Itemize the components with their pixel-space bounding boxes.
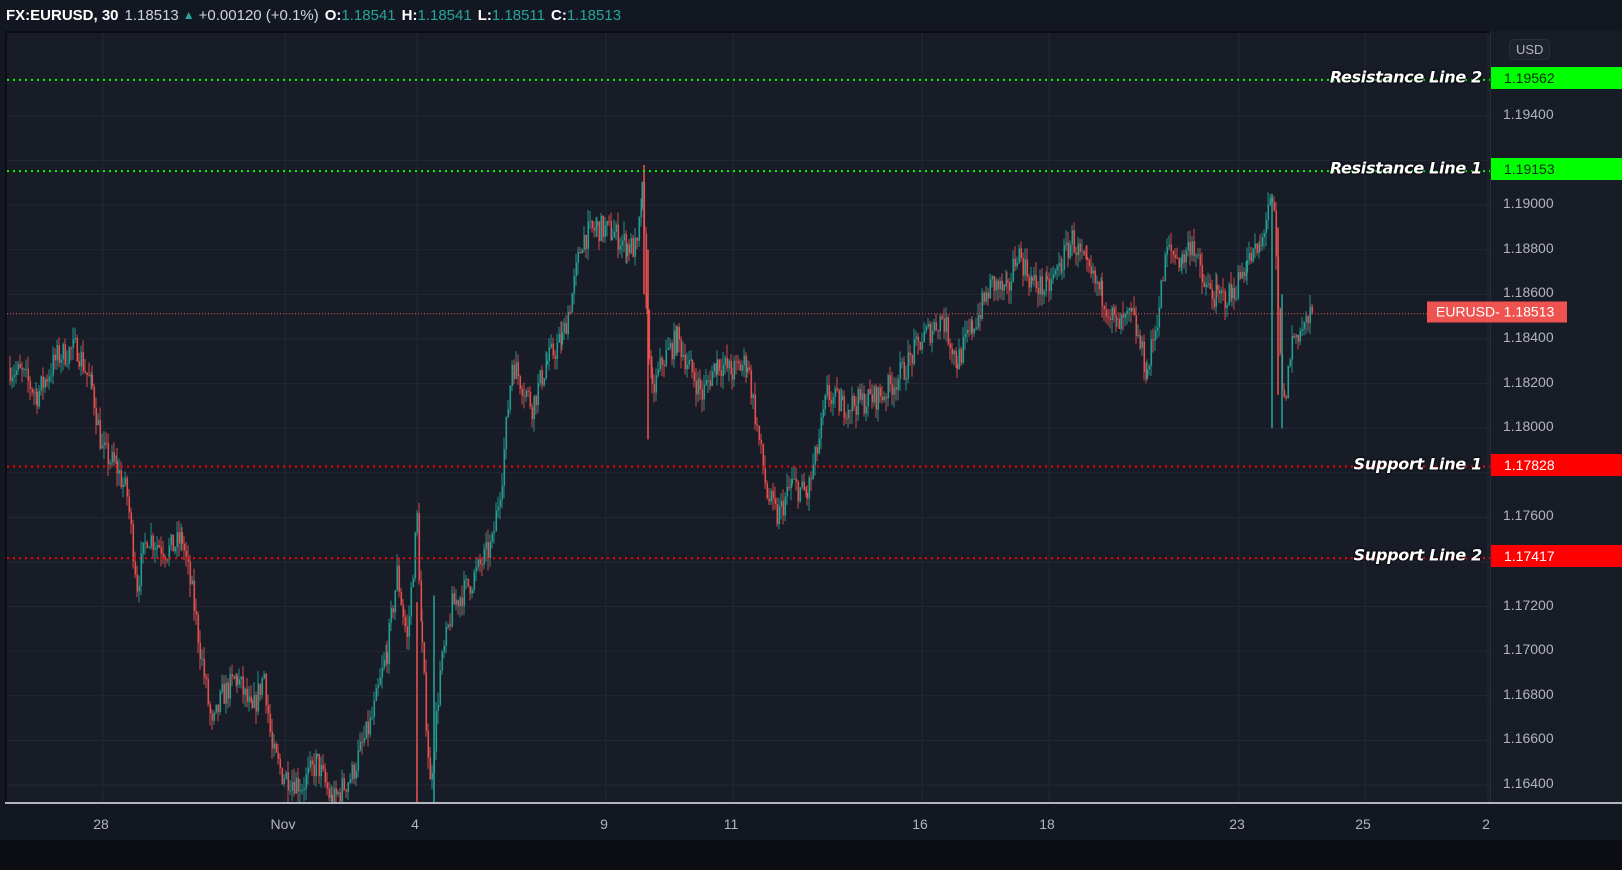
close-value: 1.18513 — [566, 6, 622, 24]
price-tick: 1.17600 — [1503, 507, 1554, 524]
time-tick: 11 — [723, 816, 739, 832]
price-tick: 1.17000 — [1503, 641, 1554, 658]
time-tick: 2 — [1482, 816, 1490, 832]
support-price-badge: 1.17417 — [1491, 545, 1622, 568]
price-tick: 1.16600 — [1503, 730, 1554, 747]
price-tick: 1.19000 — [1503, 195, 1554, 212]
support-price-badge: 1.17828 — [1491, 453, 1622, 476]
open-label: O: — [324, 6, 342, 24]
last-price-badge: EURUSD- 1.18513 — [1427, 301, 1567, 323]
last-price: 1.18513 — [124, 6, 179, 24]
bottom-strip — [0, 840, 1622, 870]
low-label: L: — [477, 6, 492, 24]
price-tick: 1.19400 — [1503, 106, 1554, 122]
support-line-label[interactable]: Support Line 1 — [1353, 454, 1483, 474]
open-value: 1.18541 — [341, 6, 396, 24]
price-tick: 1.17200 — [1503, 596, 1554, 613]
resistance-price-badge: 1.19153 — [1491, 158, 1622, 181]
price-axis[interactable]: USD 1.19400 1.19000 1.18800 1.18600 1.18400 1… — [1490, 31, 1622, 802]
high-label: H: — [401, 6, 418, 24]
symbol-title[interactable]: FX:EURUSD, 30 — [6, 6, 119, 24]
price-tick: 1.18400 — [1503, 329, 1554, 345]
time-tick: 16 — [912, 816, 928, 832]
close-label: C: — [551, 6, 567, 24]
time-tick: 9 — [600, 816, 608, 832]
price-change: +0.00120 (+0.1%) — [198, 6, 319, 24]
price-tick: 1.18800 — [1503, 239, 1554, 256]
price-tick: 1.18600 — [1503, 284, 1554, 301]
up-triangle-icon: ▲ — [182, 8, 195, 22]
resistance-line-label[interactable]: Resistance Line 1 — [1329, 158, 1482, 178]
resistance-price-badge: 1.19562 — [1491, 66, 1622, 89]
price-tick: 1.18000 — [1503, 418, 1554, 435]
symbol-header: FX:EURUSD, 30 1.18513 ▲ +0.00120 (+0.1%)… — [0, 0, 1622, 30]
time-tick: 25 — [1355, 816, 1371, 832]
high-value: 1.18541 — [417, 6, 472, 24]
time-tick: 23 — [1229, 816, 1245, 832]
time-tick: 28 — [93, 816, 109, 832]
time-tick: Nov — [270, 816, 296, 832]
time-tick: 18 — [1039, 816, 1055, 832]
currency-button[interactable]: USD — [1509, 39, 1551, 60]
candlestick-plot[interactable] — [7, 33, 1492, 804]
support-line-label[interactable]: Support Line 2 — [1353, 545, 1483, 565]
resistance-line-label[interactable]: Resistance Line 2 — [1329, 67, 1482, 87]
time-axis[interactable]: 28 Nov 4 9 11 16 18 23 25 2 — [5, 802, 1622, 840]
low-value: 1.18511 — [491, 6, 545, 24]
price-tick: 1.18200 — [1503, 373, 1554, 390]
time-tick: 4 — [411, 816, 419, 832]
price-tick: 1.16400 — [1503, 775, 1554, 791]
price-tick: 1.16800 — [1503, 685, 1554, 702]
chart-pane[interactable] — [5, 31, 1492, 804]
